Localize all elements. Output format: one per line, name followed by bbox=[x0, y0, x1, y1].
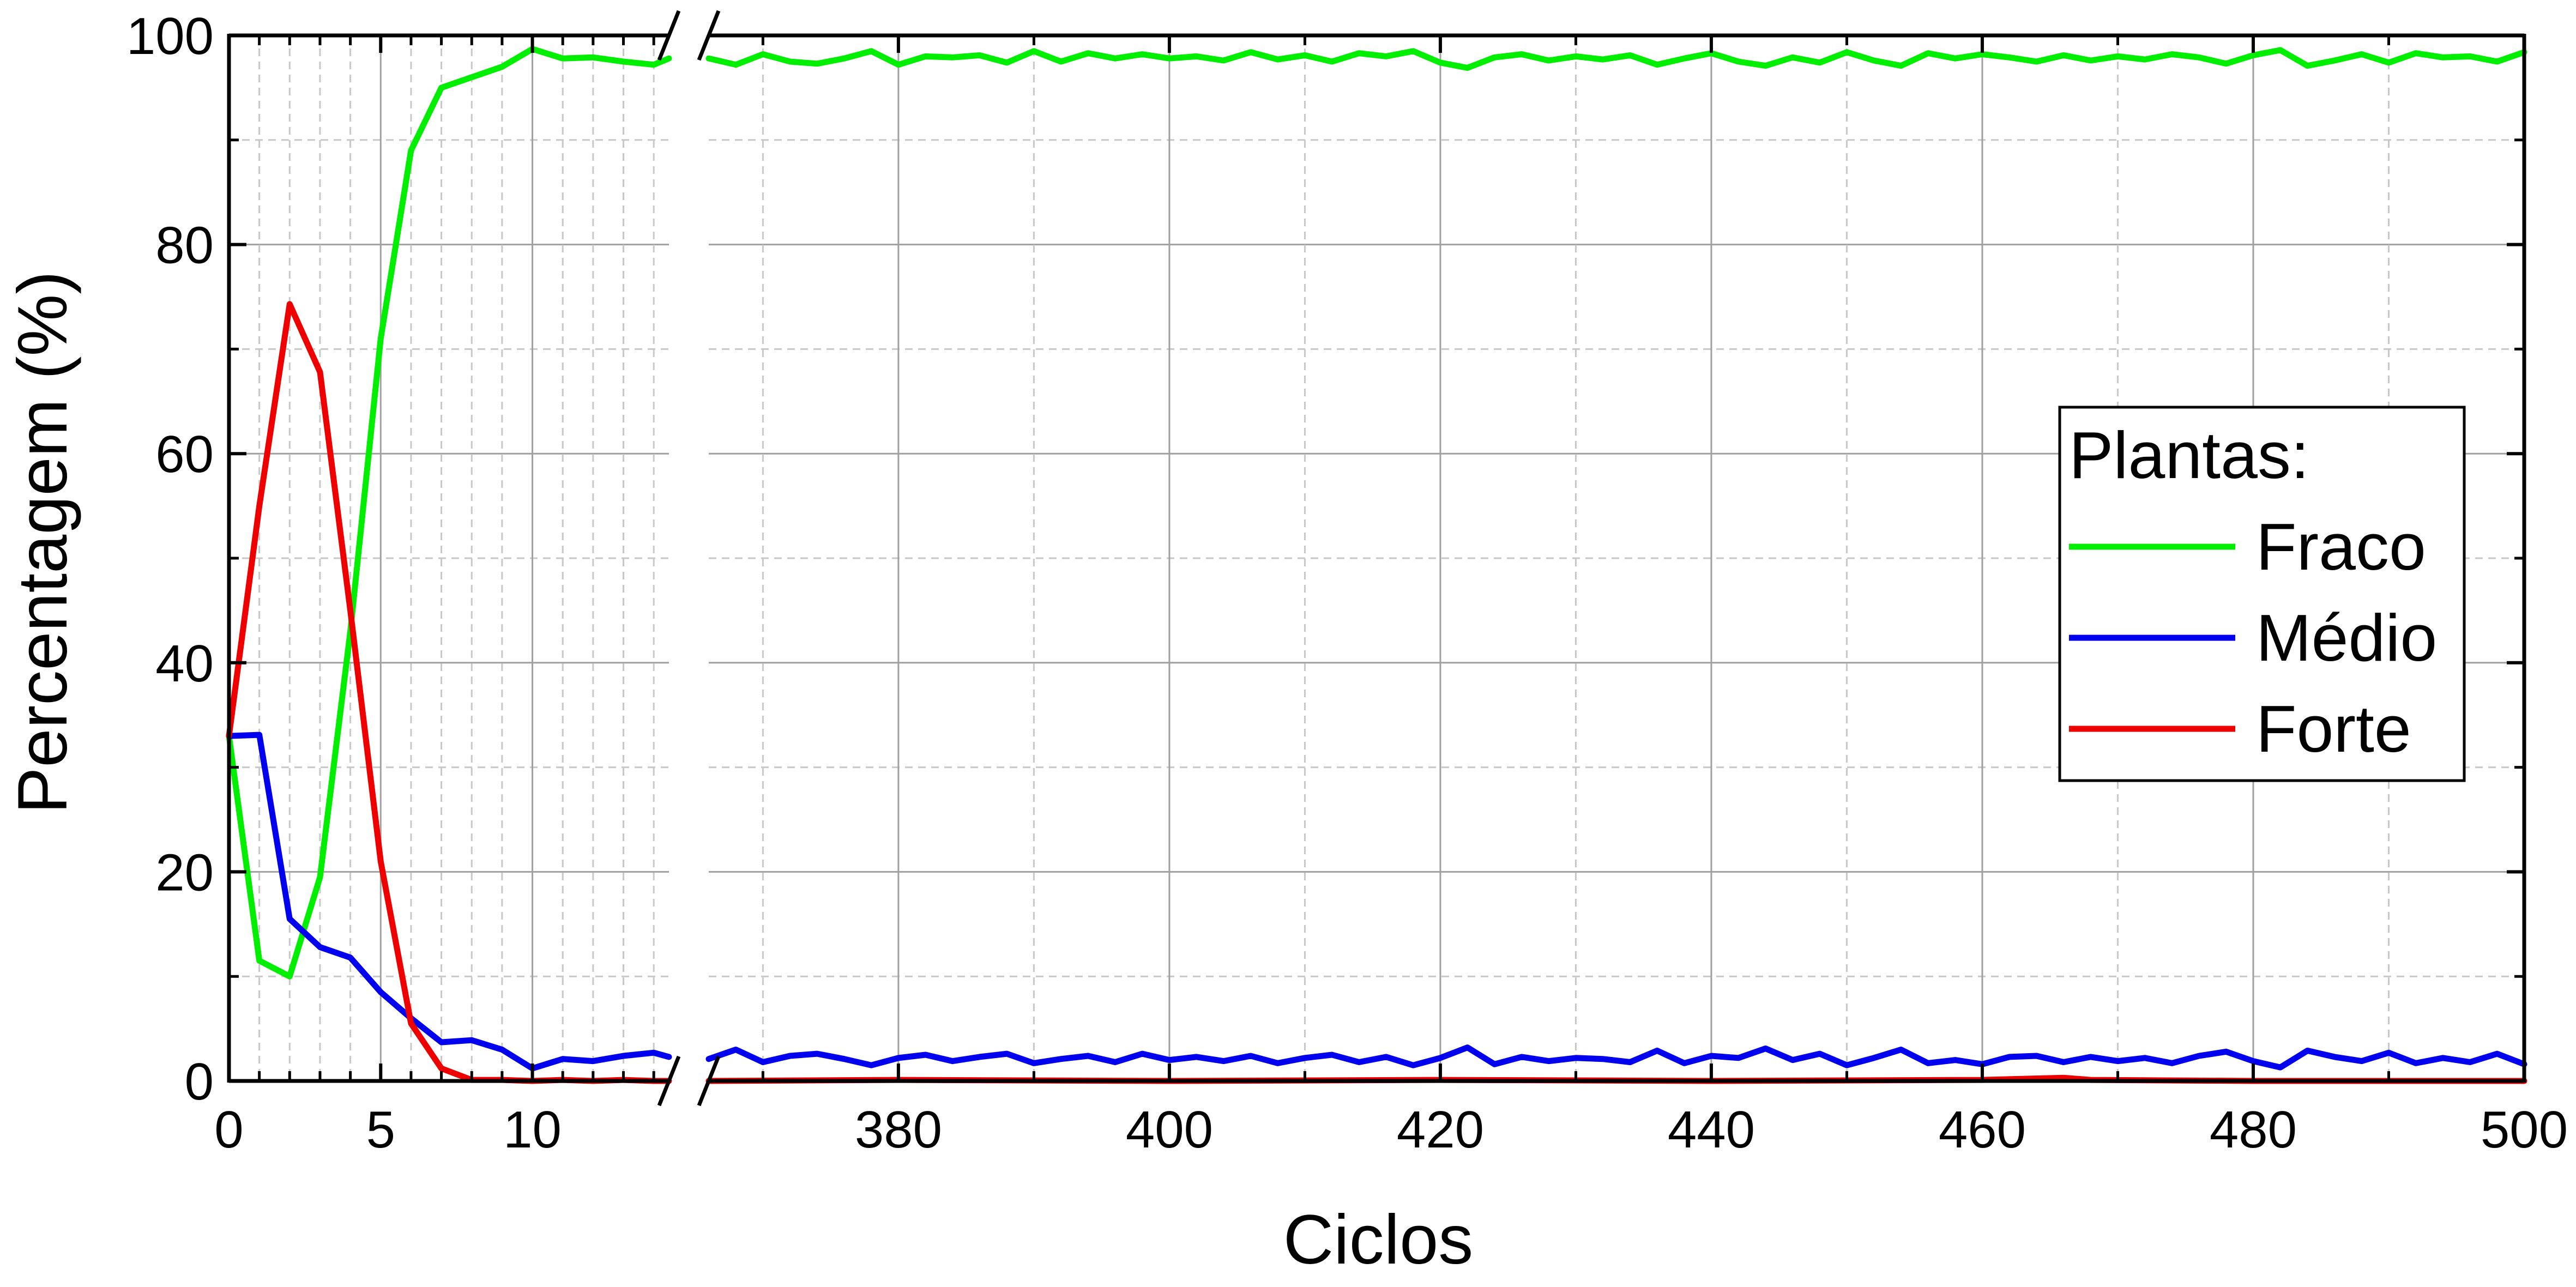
series-line-fraco bbox=[226, 46, 672, 980]
axis-break-marks bbox=[657, 10, 721, 1107]
axis-break-mark bbox=[657, 10, 681, 61]
series-line-medio bbox=[705, 1044, 2527, 1071]
axis-break-mark bbox=[657, 1055, 681, 1107]
x-tick-label: 460 bbox=[1939, 1101, 2026, 1159]
legend-title: Plantas: bbox=[2069, 418, 2309, 492]
axis-break-mark bbox=[697, 10, 721, 61]
x-axis-title: Ciclos bbox=[1283, 1201, 1474, 1279]
axis-ticks: 0 20 40 60 80 100 0 5 10 380 400 420 440 460 480 500 bbox=[126, 7, 2568, 1159]
x-tick-label: 5 bbox=[366, 1101, 395, 1159]
legend: Plantas: Fraco Médio Forte bbox=[2058, 406, 2466, 782]
x-tick-label: 420 bbox=[1397, 1101, 1484, 1159]
x-tick-label: 500 bbox=[2481, 1101, 2568, 1159]
legend-box bbox=[2058, 406, 2466, 782]
legend-label-medio: Médio bbox=[2256, 601, 2437, 675]
x-tick-label: 10 bbox=[503, 1101, 562, 1159]
y-tick-label: 40 bbox=[155, 635, 214, 693]
legend-label-forte: Forte bbox=[2256, 692, 2411, 766]
axis-break-mark bbox=[697, 1055, 721, 1107]
x-tick-label: 0 bbox=[214, 1101, 243, 1159]
x-tick-label: 440 bbox=[1668, 1101, 1755, 1159]
x-tick-label: 400 bbox=[1126, 1101, 1213, 1159]
y-tick-label: 100 bbox=[126, 7, 214, 65]
y-tick-label: 80 bbox=[155, 216, 214, 275]
y-tick-label: 20 bbox=[155, 843, 214, 902]
x-tick-label: 480 bbox=[2210, 1101, 2297, 1159]
series-line-medio bbox=[226, 732, 672, 1072]
series-line-fraco bbox=[705, 47, 2527, 71]
x-tick-label: 380 bbox=[855, 1101, 942, 1159]
y-tick-label: 0 bbox=[185, 1053, 214, 1111]
y-tick-label: 60 bbox=[155, 425, 214, 484]
y-axis-title: Percentagem (%) bbox=[4, 271, 82, 814]
legend-label-fraco: Fraco bbox=[2256, 510, 2426, 584]
